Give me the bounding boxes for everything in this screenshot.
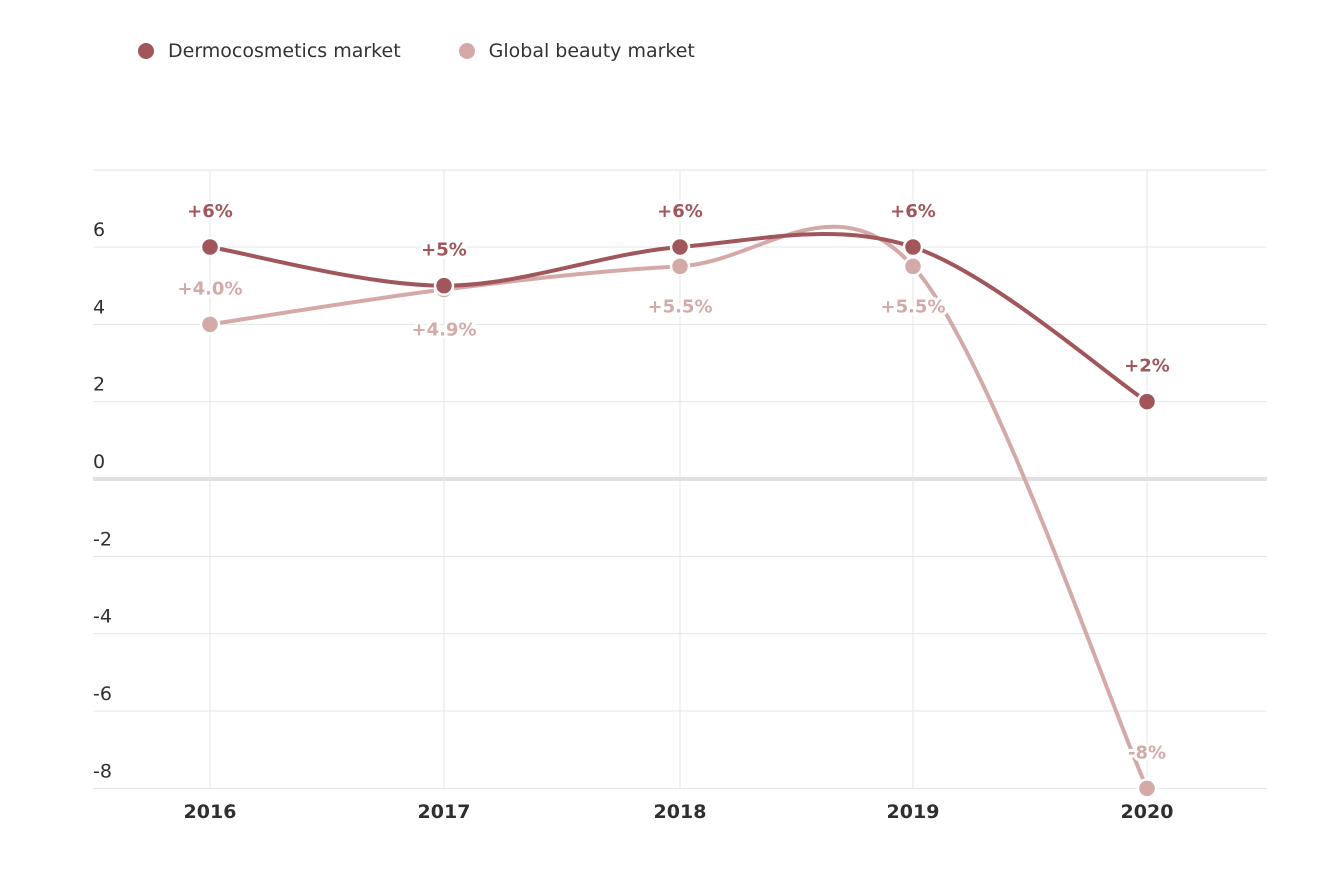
chart-legend: Dermocosmetics market Global beauty mark… (138, 40, 695, 62)
data-label-halo-global-beauty: +5.5% (647, 296, 712, 317)
legend-label-dermocosmetics: Dermocosmetics market (168, 40, 401, 62)
data-point-dermocosmetics (1136, 391, 1158, 412)
data-point-global-beauty (1136, 778, 1158, 799)
data-point-dermocosmetics (902, 236, 924, 258)
data-point-global-beauty (669, 256, 691, 277)
data-point-dermocosmetics (199, 236, 221, 258)
data-label-global-beauty: +5.5% (647, 296, 712, 317)
y-tick-label: -2 (93, 528, 112, 550)
legend-item-global-beauty[interactable]: Global beauty market (458, 40, 695, 62)
series-line-global-beauty (208, 224, 1149, 791)
data-label-halo-global-beauty: +5.5% (880, 296, 945, 317)
data-label-global-beauty: +4.9% (411, 320, 476, 341)
x-tick-label: 2017 (418, 801, 471, 823)
data-label-dermocosmetics: +6% (657, 201, 703, 222)
y-tick-label: -6 (93, 683, 112, 705)
y-tick-label: -8 (93, 760, 112, 782)
data-point-dermocosmetics (669, 236, 691, 258)
y-tick-label: -4 (93, 606, 112, 628)
data-label-halo-global-beauty: -8% (1128, 742, 1166, 763)
data-label-dermocosmetics: +6% (890, 201, 936, 222)
data-label-dermocosmetics: +2% (1124, 356, 1170, 377)
data-label-global-beauty: +5.5% (880, 296, 945, 317)
data-label-global-beauty: -8% (1128, 742, 1166, 763)
data-label-halo-global-beauty: +4.9% (411, 320, 476, 341)
y-tick-label: 0 (93, 451, 105, 473)
data-label-halo-global-beauty: +4.0% (177, 278, 242, 299)
data-point-global-beauty (199, 314, 221, 335)
data-point-global-beauty (902, 256, 924, 277)
data-label-dermocosmetics: +6% (187, 201, 233, 222)
x-tick-label: 2020 (1121, 801, 1174, 823)
data-label-halo-dermocosmetics: +6% (187, 201, 233, 222)
legend-marker-dermocosmetics (138, 43, 154, 59)
x-tick-label: 2016 (184, 801, 237, 823)
x-tick-label: 2018 (654, 801, 707, 823)
data-label-halo-dermocosmetics: +6% (657, 201, 703, 222)
data-label-halo-dermocosmetics: +6% (890, 201, 936, 222)
legend-marker-global-beauty (458, 43, 475, 59)
legend-item-dermocosmetics[interactable]: Dermocosmetics market (138, 40, 401, 62)
data-label-halo-dermocosmetics: +5% (421, 240, 467, 261)
data-label-global-beauty: +4.0% (177, 278, 242, 299)
x-tick-label: 2019 (887, 801, 940, 823)
data-point-dermocosmetics (433, 275, 455, 296)
y-tick-label: 4 (93, 296, 105, 318)
legend-label-global-beauty: Global beauty market (488, 40, 695, 62)
y-tick-label: 6 (93, 219, 105, 241)
data-label-dermocosmetics: +5% (421, 240, 467, 261)
data-label-halo-dermocosmetics: +2% (1124, 356, 1170, 377)
y-tick-label: 2 (93, 374, 105, 396)
